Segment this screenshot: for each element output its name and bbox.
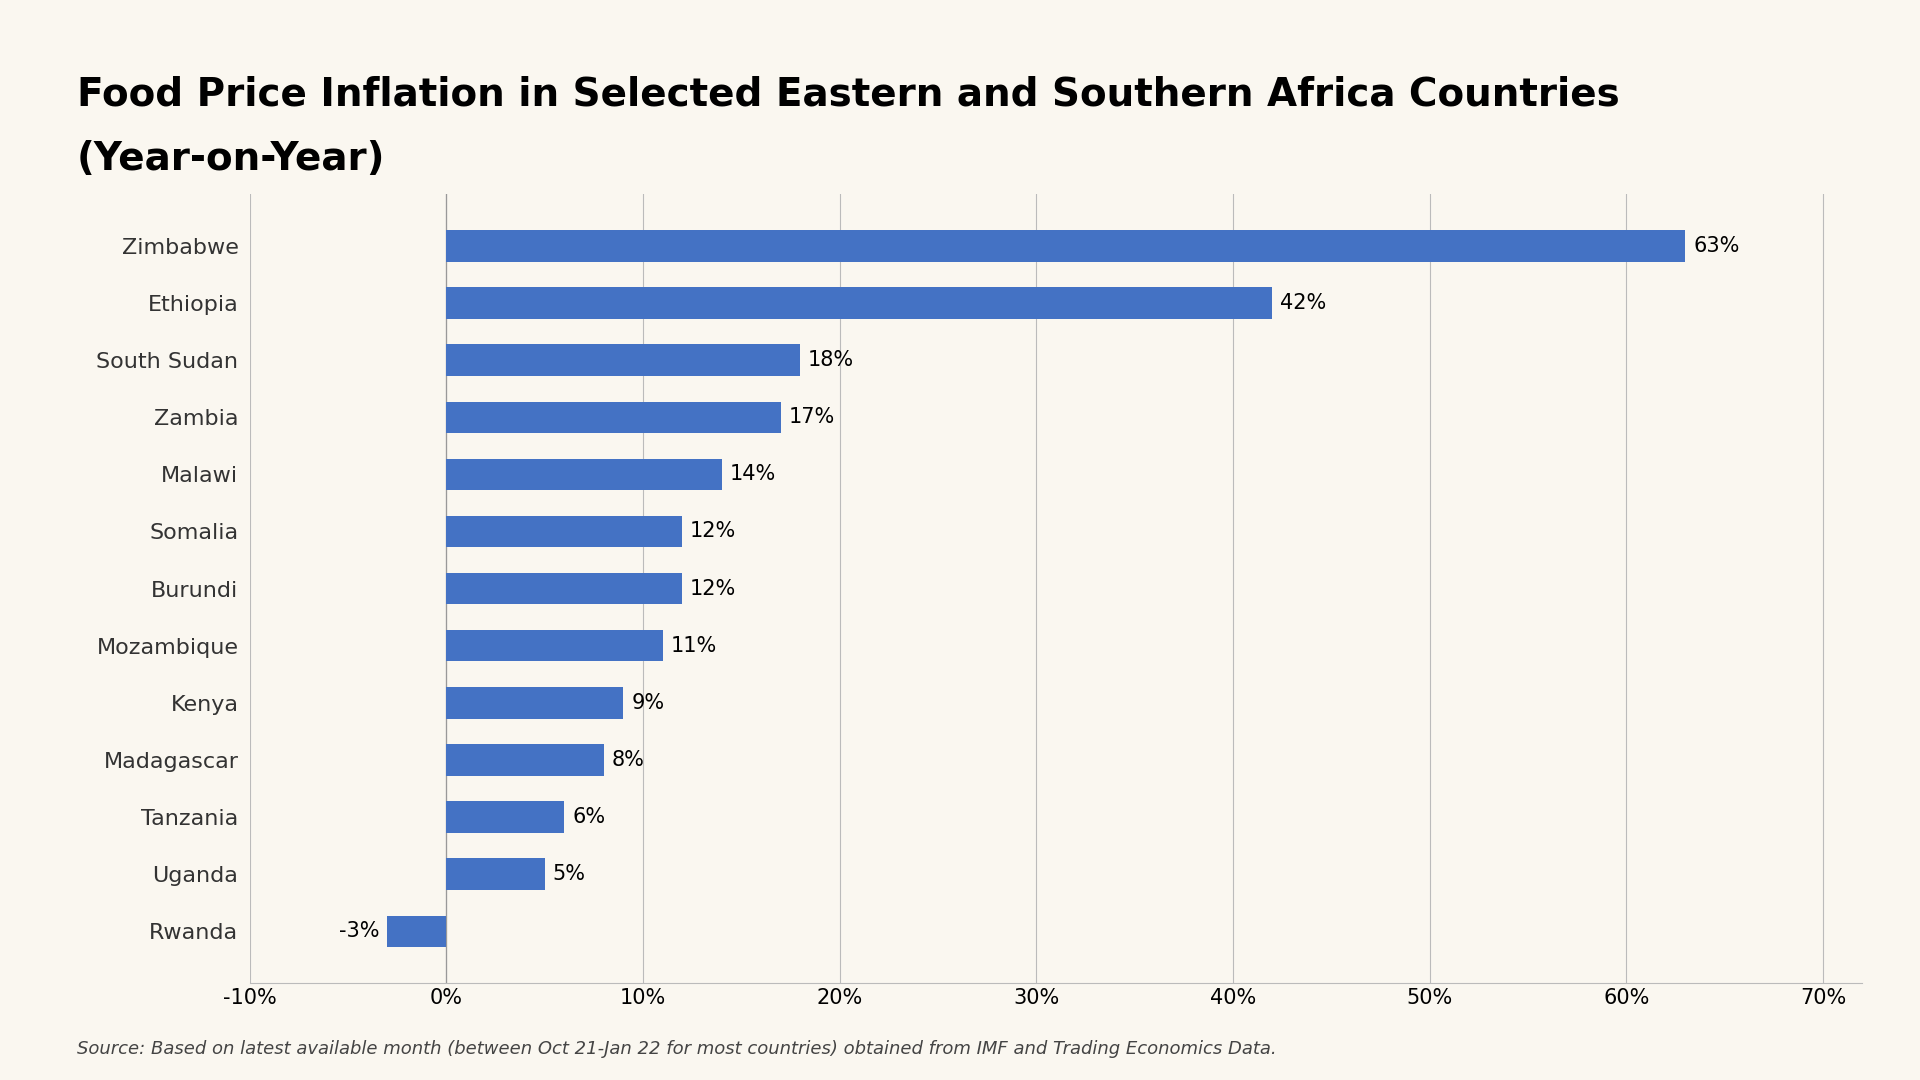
Text: 63%: 63% [1693,235,1740,256]
Text: 17%: 17% [789,407,835,428]
Text: 14%: 14% [730,464,776,485]
Bar [445,516,682,548]
Text: Source: Based on latest available month (between Oct 21-Jan 22 for most countrie: Source: Based on latest available month … [77,1040,1277,1058]
Bar [445,230,1686,261]
Text: 12%: 12% [689,579,737,598]
Bar [445,801,564,833]
Text: Food Price Inflation in Selected Eastern and Southern Africa Countries: Food Price Inflation in Selected Eastern… [77,76,1620,113]
Bar [445,630,662,661]
Bar [445,744,603,775]
Bar [445,687,624,718]
Text: -3%: -3% [340,921,380,942]
Bar [445,572,682,605]
Text: 42%: 42% [1281,293,1327,313]
Text: 12%: 12% [689,522,737,541]
Bar [445,287,1273,319]
Text: 9%: 9% [632,692,664,713]
Text: 6%: 6% [572,807,605,827]
Text: 8%: 8% [611,750,645,770]
Bar [445,859,545,890]
Text: (Year-on-Year): (Year-on-Year) [77,140,386,178]
Text: 18%: 18% [808,350,854,370]
Text: 11%: 11% [670,636,716,656]
Bar [445,402,781,433]
Text: 5%: 5% [553,864,586,885]
Bar [388,916,445,947]
Bar [445,459,722,490]
Bar [445,345,801,376]
